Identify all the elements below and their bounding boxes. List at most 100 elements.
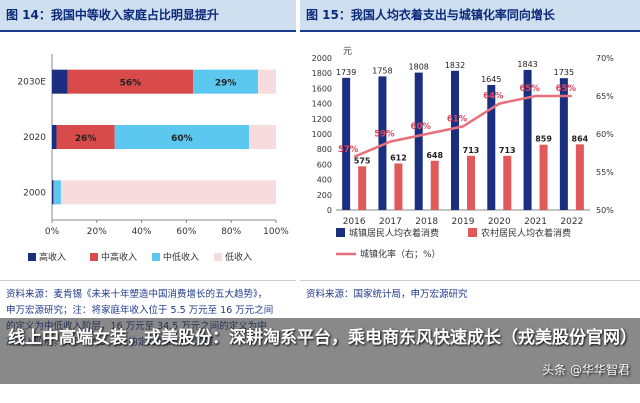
urban-value-label: 1832 — [445, 61, 465, 70]
clothing-spending-chart: 元 0 200 400 600 800 1000 1200 1400 1600 1800 2000 50… — [312, 47, 615, 260]
rural-bar — [467, 155, 475, 210]
rural-bar — [394, 163, 403, 210]
urbanization-label: 57% — [338, 145, 359, 155]
left-chart-title: 图 14：我国中等收入家庭占比明显提升 — [6, 8, 219, 22]
urban-value-label: 1758 — [372, 66, 392, 75]
legend-swatch — [214, 253, 222, 261]
urbanization-label: 61% — [447, 114, 468, 124]
urban-bar — [414, 72, 423, 210]
rural-bar — [575, 144, 584, 210]
left-tick-label: 600 — [317, 160, 332, 169]
data-label: 60% — [171, 134, 193, 144]
urban-bar — [559, 78, 568, 210]
category-label: 2000 — [23, 188, 46, 198]
x-tick-label: 2022 — [560, 217, 583, 227]
right-chart-title: 图 15：我国人均衣着支出与城镇化率同向增长 — [306, 8, 555, 22]
urbanization-label: 65% — [519, 84, 540, 94]
legend-label: 城镇化率（右；%） — [360, 248, 441, 260]
urban-value-label: 1735 — [554, 68, 574, 77]
urban-value-label: 1843 — [517, 60, 537, 69]
urbanization-label: 59% — [374, 130, 395, 140]
urban-bar — [342, 77, 351, 210]
x-tick-label: 2019 — [452, 217, 475, 227]
x-tick-label: 80% — [221, 227, 241, 237]
rural-value-label: 648 — [426, 151, 443, 160]
x-tick-label: 100% — [263, 227, 289, 237]
right-tick-label: 65% — [596, 92, 614, 101]
legend-swatch — [90, 253, 98, 261]
legend-swatch — [28, 253, 36, 261]
left-tick-label: 0 — [327, 206, 332, 215]
category-label: 2030E — [17, 78, 46, 88]
urban-value-label: 1645 — [481, 75, 501, 84]
rural-bar — [358, 166, 367, 210]
legend-label: 高收入 — [39, 251, 66, 263]
left-tick-label: 1200 — [312, 115, 332, 124]
left-tick-label: 1800 — [312, 69, 332, 78]
bar-segment — [54, 180, 61, 205]
legend-label: 低收入 — [225, 251, 252, 263]
right-tick-label: 60% — [596, 130, 614, 139]
category-label: 2020 — [23, 133, 46, 143]
income-structure-chart: 0% 20% 40% 60% 80% 100% 2030E 56% 29% 2020 26% 60% 2… — [17, 54, 289, 263]
rural-bar — [430, 160, 439, 210]
left-tick-label: 200 — [317, 191, 332, 200]
right-tick-label: 70% — [596, 54, 614, 63]
urban-bar — [451, 70, 459, 210]
x-tick-label: 2020 — [488, 217, 511, 227]
rural-value-label: 864 — [572, 134, 589, 143]
watermark: 头条 @华华智君 — [542, 363, 630, 377]
bar-segment — [52, 180, 54, 205]
right-title-bar: 图 15：我国人均衣着支出与城镇化率同向增长 — [300, 0, 640, 32]
urban-bar — [378, 76, 387, 210]
legend-label: 中低收入 — [163, 251, 199, 263]
left-tick-label: 1000 — [312, 130, 332, 139]
bar-segment — [258, 69, 276, 94]
left-tick-label: 1400 — [312, 100, 332, 109]
rural-value-label: 713 — [463, 146, 480, 155]
right-tick-label: 55% — [596, 168, 614, 177]
data-label: 29% — [215, 79, 237, 89]
rural-bar — [503, 155, 512, 210]
x-tick-label: 2021 — [524, 217, 547, 227]
left-tick-label: 1600 — [312, 84, 332, 93]
bar-segment — [52, 125, 57, 149]
legend-label: 农村居民人均衣着消费 — [481, 227, 571, 239]
x-tick-label: 60% — [176, 227, 196, 237]
rural-value-label: 713 — [499, 146, 516, 155]
bar-segment — [193, 69, 259, 94]
article-caption: 线上中高端女装，戎美股份：深耕淘系平台，乘电商东风快速成长（戎美股份官网） — [8, 328, 637, 348]
rural-value-label: 859 — [535, 135, 552, 144]
legend-swatch — [468, 228, 477, 237]
urbanization-label: 65% — [556, 84, 577, 94]
rural-value-label: 575 — [354, 156, 371, 165]
bar-segment — [56, 125, 115, 149]
urbanization-line — [353, 94, 572, 158]
legend-label: 城镇居民人均衣着消费 — [349, 227, 439, 239]
urban-bar — [487, 84, 496, 210]
bar-segment — [67, 69, 194, 94]
left-axis-unit: 元 — [343, 47, 352, 57]
legend-swatch — [336, 228, 345, 237]
data-label: 26% — [75, 134, 97, 144]
bar-segment — [249, 125, 276, 149]
rural-bar — [539, 144, 548, 210]
urban-value-label: 1739 — [336, 68, 356, 77]
x-tick-label: 2018 — [415, 217, 438, 227]
bar-segment — [52, 69, 68, 94]
legend-label: 中高收入 — [101, 251, 137, 263]
legend-swatch — [152, 253, 160, 261]
right-source-box: 资料来源：国家统计局，申万宏源研究 — [300, 280, 640, 403]
urbanization-label: 64% — [483, 92, 504, 102]
caption-overlay: 线上中高端女装，戎美股份：深耕淘系平台，乘电商东风快速成长（戎美股份官网） 头条… — [0, 318, 640, 384]
bar-segment — [114, 125, 250, 149]
urban-value-label: 1808 — [409, 63, 429, 72]
left-tick-label: 800 — [317, 145, 332, 154]
rural-value-label: 612 — [390, 153, 407, 162]
left-tick-label: 2000 — [312, 54, 332, 63]
x-tick-label: 0% — [45, 227, 60, 237]
bar-segment — [60, 180, 277, 205]
x-tick-label: 20% — [87, 227, 107, 237]
x-tick-label: 2016 — [343, 217, 366, 227]
bar-segment — [53, 180, 55, 205]
